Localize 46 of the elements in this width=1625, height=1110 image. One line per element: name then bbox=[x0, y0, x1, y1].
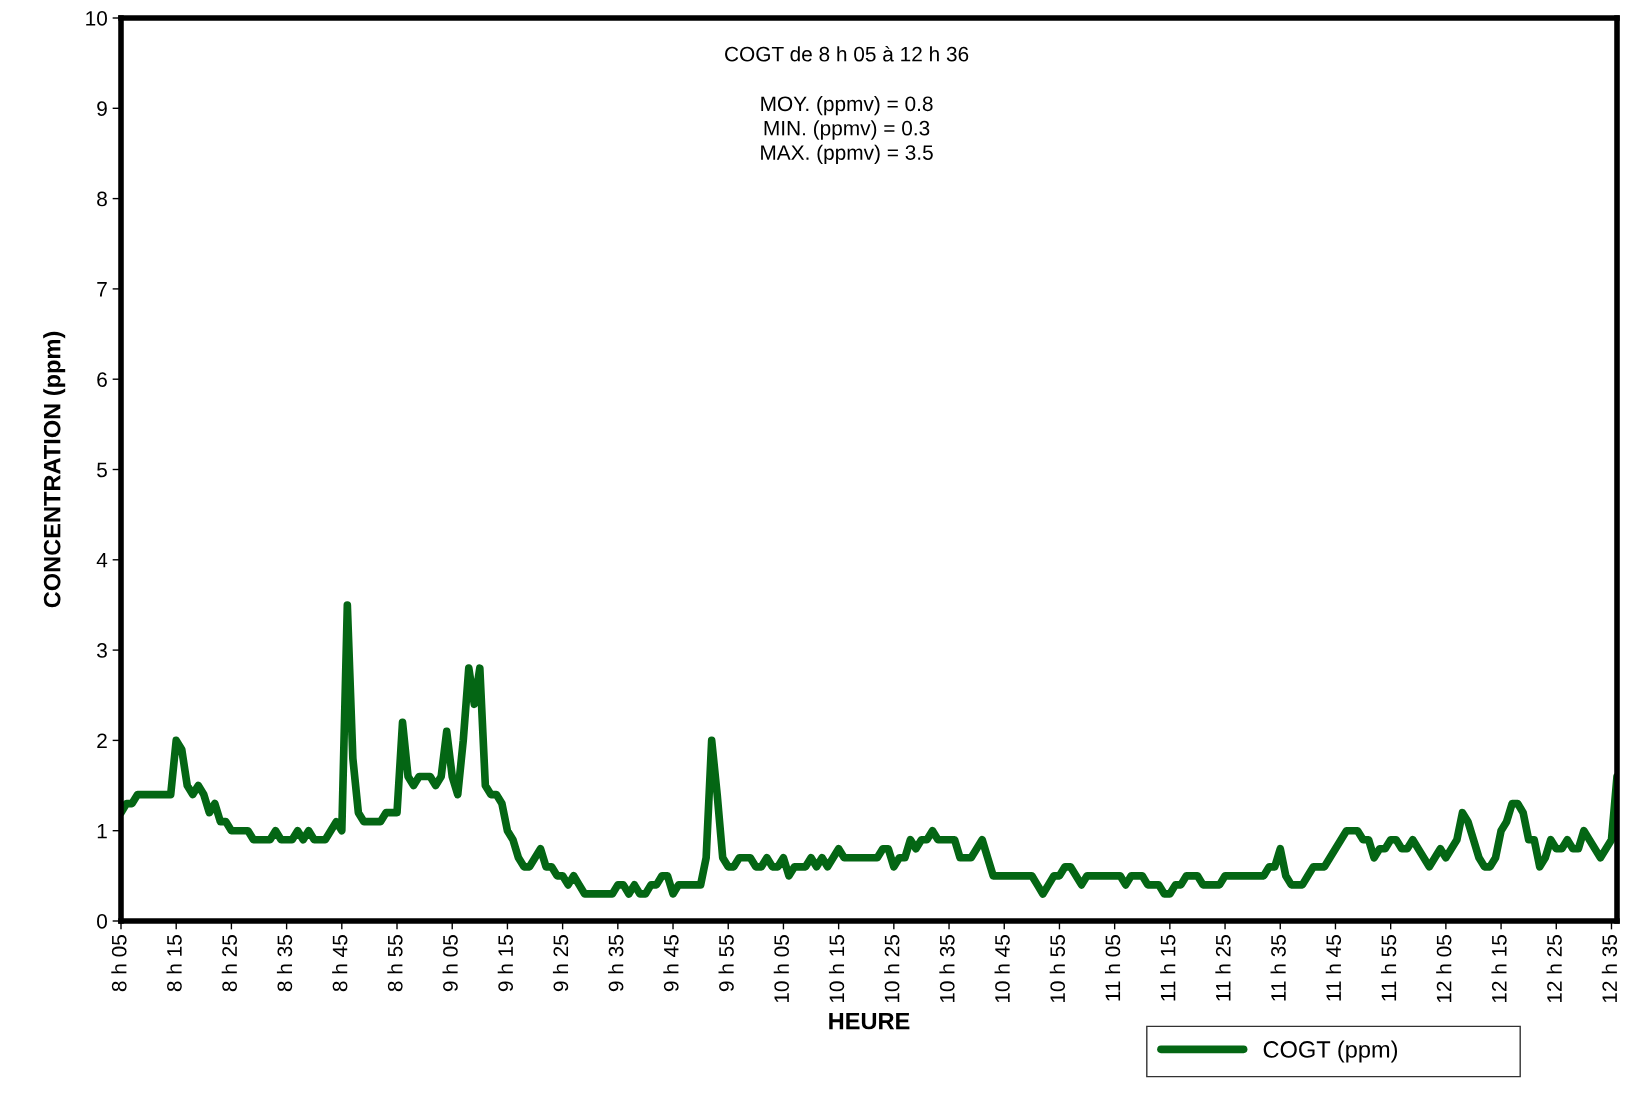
x-tick-label: 11 h 05 bbox=[1104, 935, 1121, 1001]
annotation: MIN. (ppmv) = 0.3 bbox=[764, 120, 930, 140]
y-tick-label: 2 bbox=[97, 733, 107, 748]
x-tick-label: 10 h 25 bbox=[884, 935, 900, 1003]
y-tick-label: 7 bbox=[97, 282, 107, 297]
y-tick-label: 10 bbox=[86, 11, 107, 26]
x-tick-label: 8 h 55 bbox=[387, 935, 403, 992]
x-tick-label: 10 h 15 bbox=[828, 935, 845, 1003]
x-tick-label: 12 h 15 bbox=[1491, 935, 1507, 1003]
text: COGT de 8 h 05 à 12 h 36 bbox=[725, 45, 969, 62]
legend-label: COGT (ppm) bbox=[1263, 1040, 1398, 1063]
x-tick-label: 11 h 35 bbox=[1270, 935, 1286, 1001]
x-tick-label: 8 h 35 bbox=[276, 935, 293, 992]
x-tick-label: 9 h 25 bbox=[552, 935, 569, 992]
x-tick-label: 11 h 55 bbox=[1380, 935, 1397, 1001]
x-tick-label: 12 h 05 bbox=[1436, 935, 1452, 1003]
y-tick-label: 1 bbox=[97, 823, 107, 839]
x-tick-label: 11 h 45 bbox=[1325, 935, 1342, 1001]
y-tick-label: 0 bbox=[97, 914, 107, 929]
x-tick-label: 8 h 15 bbox=[166, 935, 182, 992]
x-tick-label: 12 h 25 bbox=[1546, 935, 1562, 1003]
x-axis-title: HEURE bbox=[829, 1012, 910, 1030]
x-tick-label: 9 h 55 bbox=[718, 935, 734, 992]
x-tick-label: 8 h 25 bbox=[221, 935, 237, 992]
y-tick-label: 8 bbox=[97, 191, 107, 207]
x-tick-label: 11 h 15 bbox=[1160, 935, 1176, 1001]
x-tick-label: 9 h 45 bbox=[663, 935, 679, 992]
x-tick-label: 9 h 05 bbox=[442, 935, 458, 992]
y-tick-label: 9 bbox=[97, 101, 107, 117]
x-tick-label: 8 h 45 bbox=[332, 935, 348, 992]
x-tick-label: 9 h 35 bbox=[608, 935, 624, 992]
annotation: MAX. (ppmv) = 3.5 bbox=[761, 144, 933, 165]
y-axis-title: CONCENTRATION (ppm) bbox=[43, 331, 66, 608]
x-tick-label: 11 h 25 bbox=[1215, 935, 1231, 1001]
x-tick-label: 10 h 55 bbox=[1049, 935, 1066, 1003]
y-tick-label: 5 bbox=[97, 462, 107, 478]
x-tick-label: 9 h 15 bbox=[497, 935, 514, 992]
x-tick-label: 10 h 05 bbox=[773, 935, 790, 1003]
x-tick-label: 8 h 05 bbox=[111, 935, 127, 992]
y-tick-label: 4 bbox=[96, 553, 108, 568]
x-tick-label: 10 h 35 bbox=[939, 935, 955, 1003]
y-tick-label: 6 bbox=[97, 372, 107, 387]
y-tick-label: 3 bbox=[97, 643, 107, 658]
x-tick-label: 10 h 45 bbox=[994, 935, 1010, 1003]
annotation: MOY. (ppmv) = 0.8 bbox=[761, 95, 933, 116]
x-tick-label: 12 h 35 bbox=[1601, 935, 1618, 1003]
